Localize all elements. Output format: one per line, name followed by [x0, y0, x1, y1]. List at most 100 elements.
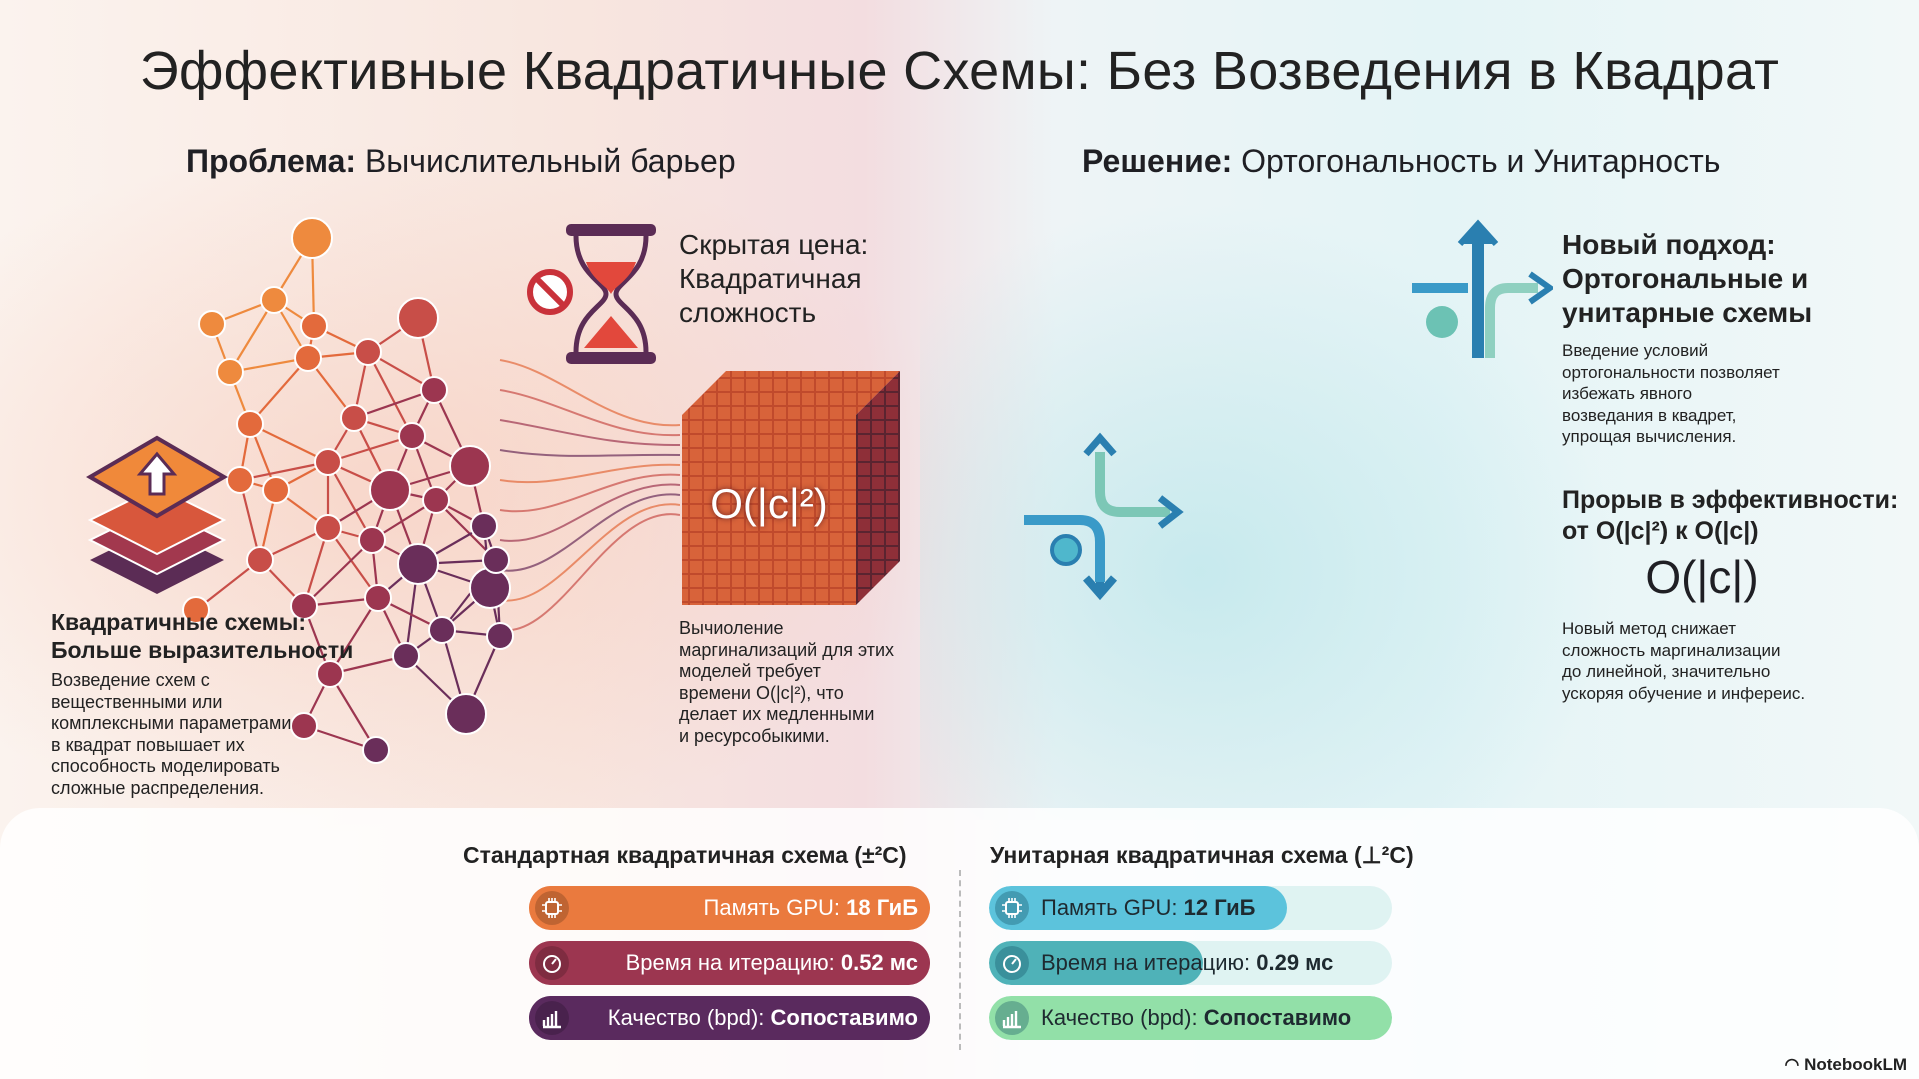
left-block-heading: Квадратичные схемы: Больше выразительнос…: [51, 608, 353, 664]
linear-complexity-label: O(|c|): [1645, 551, 1759, 603]
network-node: [260, 286, 288, 314]
network-node: [482, 546, 510, 574]
network-edge: [229, 299, 275, 373]
body-line: вещественными или: [51, 691, 223, 712]
background-right: [920, 200, 1620, 820]
metric-bar-fill: [989, 941, 1203, 985]
orthogonal-arrows-icon: [1412, 219, 1553, 358]
metric-bar: Память GPU: 18 ГиБ: [529, 886, 930, 930]
network-node: [364, 584, 392, 612]
network-edge: [499, 419, 680, 447]
metric-value: 12 ГиБ: [1183, 895, 1256, 920]
chip-icon: [535, 891, 569, 925]
network-node: [469, 567, 511, 609]
body-line: в квадрат повышает их: [51, 734, 245, 755]
metric-label: Качество (bpd):: [1041, 1005, 1204, 1030]
network-node: [445, 693, 487, 735]
left-block-body: Возведение схем с вещественными или компле…: [51, 670, 291, 799]
network-node: [449, 445, 491, 487]
body-line: сложные распределения.: [51, 777, 265, 798]
body-line: возведания в квадрет,: [1562, 405, 1737, 425]
notebooklm-watermark: ◠ NotebookLM: [1784, 1055, 1908, 1074]
page-title: Эффективные Квадратичные Схемы: Без Возв…: [139, 41, 1780, 101]
network-node: [422, 486, 450, 514]
network-node: [290, 592, 318, 620]
metric-value: Сопоставимо: [1203, 1005, 1352, 1030]
body-line: маргинализаций для этих: [679, 639, 895, 660]
metric-bar-fill: [989, 886, 1288, 930]
network-node: [314, 514, 342, 542]
metric-text: Время на итерацию: 0.52 мс: [569, 950, 930, 976]
network-edge: [499, 483, 680, 542]
metric-bar: Память GPU: 12 ГиБ: [989, 886, 1392, 930]
network-edge: [499, 513, 680, 632]
standard-title: Стандартная квадратичная схема (±²C): [463, 842, 907, 868]
network-edge: [239, 460, 329, 482]
network-node: [314, 448, 342, 476]
body-line: ортогональности позволяет: [1562, 362, 1780, 382]
stopwatch-icon: [535, 946, 569, 980]
bar-chart-icon: [995, 1001, 1029, 1035]
stopwatch-icon: [995, 946, 1029, 980]
network-node: [216, 358, 244, 386]
body-line: сложность маргинализации: [1562, 640, 1781, 660]
body-line: Введение условий: [1562, 341, 1709, 360]
network-node: [420, 376, 448, 404]
network-node: [392, 642, 420, 670]
network-node: [198, 310, 226, 338]
problem-label: Проблема:: [186, 143, 357, 179]
problem-heading: Проблема: Вычислительный барьер: [186, 143, 736, 180]
heading-line: Прорыв в эффективности:: [1562, 486, 1899, 514]
metric-label: Качество (bpd):: [607, 1005, 771, 1030]
metric-text: Качество (bpd): Сопоставимо: [569, 1005, 930, 1031]
body-line: комплексными параметрами: [51, 713, 292, 733]
network-edge: [303, 539, 373, 607]
body-line: упрощая вычисления.: [1562, 427, 1737, 446]
network-edge: [499, 473, 680, 513]
metric-bar-fill: [989, 996, 1392, 1040]
network-edge: [329, 673, 377, 751]
network-edge: [327, 461, 373, 541]
network-node: [397, 297, 439, 339]
metric-bar: Время на итерацию: 0.52 мс: [529, 941, 930, 985]
new-approach-body: Введение условий ортогональности позволяе…: [1562, 340, 1780, 448]
network-node: [362, 736, 390, 764]
network-graph-illustration: [182, 217, 680, 764]
network-node: [236, 410, 264, 438]
metric-value: Сопоставимо: [770, 1005, 918, 1030]
breakthrough-body: Новый метод снижает сложность маргинализа…: [1562, 618, 1805, 704]
heading-line: от O(|c|²) к O(|c|): [1562, 517, 1759, 545]
metric-text: Память GPU: 18 ГиБ: [569, 895, 930, 921]
chip-icon: [995, 891, 1029, 925]
network-node: [294, 344, 322, 372]
network-node: [358, 526, 386, 554]
metric-label: Время на итерацию:: [1041, 950, 1257, 975]
heading-line: Скрытая цена:: [679, 229, 869, 260]
body-line: Вычиоление: [679, 618, 784, 638]
network-node: [290, 712, 318, 740]
body-line: до линейной, значительно: [1562, 662, 1771, 681]
heading-line: унитарные схемы: [1562, 297, 1813, 328]
body-line: Возведение схем с: [51, 670, 210, 690]
metric-text: Качество (bpd): Сопоставимо: [1029, 1005, 1392, 1031]
body-line: способность моделировать: [51, 756, 280, 776]
unitary-title: Унитарная квадратичная схема (⊥²C): [990, 842, 1414, 868]
network-edge: [499, 449, 680, 457]
network-edge: [499, 493, 680, 572]
network-edge: [499, 503, 680, 602]
network-edge: [327, 527, 379, 599]
heading-line: Квадратичная: [679, 263, 862, 294]
body-line: моделей требует: [679, 661, 821, 681]
metric-text: Память GPU: 12 ГиБ: [1029, 895, 1392, 921]
network-node: [354, 338, 382, 366]
metric-bar: Качество (bpd): Сопоставимо: [529, 996, 930, 1040]
heading-line: Больше выразительности: [51, 637, 354, 663]
network-node: [369, 469, 411, 511]
network-node: [470, 512, 498, 540]
network-edge: [499, 359, 680, 427]
metric-label: Время на итерацию:: [625, 950, 841, 975]
heading-line: сложность: [679, 297, 817, 328]
metric-label: Память GPU:: [703, 895, 847, 920]
metric-bar: Качество (bpd): Сопоставимо: [989, 996, 1392, 1040]
metric-text: Время на итерацию: 0.29 мс: [1029, 950, 1392, 976]
